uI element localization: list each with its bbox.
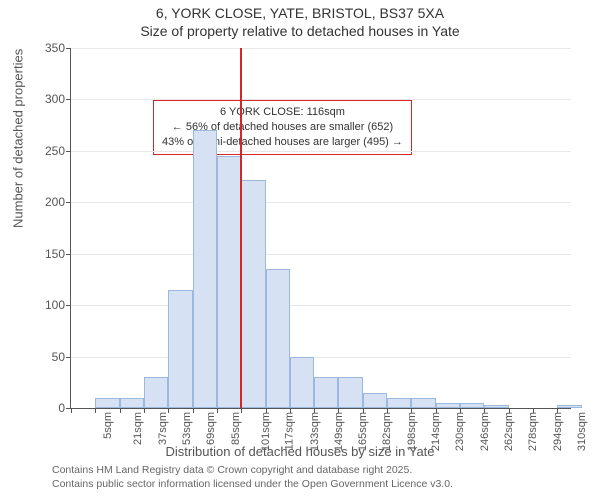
x-tick-mark [266,408,267,413]
x-tick-mark [460,408,461,413]
y-tick-label: 0 [58,401,65,415]
x-tick-mark [557,408,558,413]
y-axis-label: Number of detached properties [11,49,26,228]
x-tick-mark [241,408,242,413]
histogram-bar [266,269,290,408]
title-block: 6, YORK CLOSE, YATE, BRISTOL, BS37 5XA S… [0,4,600,40]
y-tick-mark [66,254,71,255]
x-tick-mark [314,408,315,413]
histogram-bar [436,403,460,408]
y-tick-mark [66,202,71,203]
annotation-line-1: 6 YORK CLOSE: 116sqm [162,105,403,120]
grid-line [71,99,571,100]
title-line-1: 6, YORK CLOSE, YATE, BRISTOL, BS37 5XA [0,4,600,22]
y-tick-label: 250 [45,144,65,158]
x-tick-mark [95,408,96,413]
x-tick-mark [411,408,412,413]
x-tick-label: 21sqm [132,412,144,445]
y-tick-label: 150 [45,247,65,261]
x-tick-mark [533,408,534,413]
histogram-bar [484,405,508,408]
grid-line [71,151,571,152]
x-tick-mark [71,408,72,413]
title-line-2: Size of property relative to detached ho… [0,22,600,40]
histogram-bar [120,398,144,408]
y-tick-label: 300 [45,92,65,106]
y-tick-mark [66,357,71,358]
x-tick-label: 37sqm [157,412,169,445]
histogram-bar [411,398,435,408]
footer-block: Contains HM Land Registry data © Crown c… [52,464,453,491]
x-tick-label: 53sqm [181,412,193,445]
histogram-bar [338,377,362,408]
x-axis-label: Distribution of detached houses by size … [0,444,600,459]
x-tick-mark [290,408,291,413]
x-tick-mark [193,408,194,413]
plot-area: 6 YORK CLOSE: 116sqm ← 56% of detached h… [70,48,571,409]
grid-line [71,48,571,49]
histogram-bar [168,290,192,408]
y-tick-label: 200 [45,195,65,209]
histogram-bar [460,403,484,408]
x-tick-mark [120,408,121,413]
x-tick-label: 85sqm [230,412,242,445]
x-tick-mark [484,408,485,413]
y-tick-label: 100 [45,298,65,312]
grid-line [71,357,571,358]
x-tick-mark [217,408,218,413]
y-tick-mark [66,305,71,306]
grid-line [71,202,571,203]
histogram-bar [557,405,581,408]
footer-line-1: Contains HM Land Registry data © Crown c… [52,464,453,478]
y-tick-mark [66,99,71,100]
y-tick-label: 50 [52,350,65,364]
indicator-line [240,48,242,408]
y-tick-mark [66,151,71,152]
grid-line [71,305,571,306]
histogram-bar [95,398,119,408]
y-tick-mark [66,48,71,49]
x-tick-mark [363,408,364,413]
histogram-bar [363,393,387,408]
histogram-bar [314,377,338,408]
histogram-bar [387,398,411,408]
histogram-bar [193,130,217,408]
x-tick-mark [387,408,388,413]
x-tick-mark [144,408,145,413]
x-tick-mark [168,408,169,413]
histogram-bar [290,357,314,408]
histogram-bar [144,377,168,408]
grid-line [71,254,571,255]
x-tick-mark [436,408,437,413]
x-tick-label: 5sqm [102,412,114,439]
histogram-bar [217,156,241,408]
histogram-bar [241,180,265,408]
chart-container: 6, YORK CLOSE, YATE, BRISTOL, BS37 5XA S… [0,0,600,500]
footer-line-2: Contains public sector information licen… [52,478,453,492]
x-tick-label: 69sqm [205,412,217,445]
y-tick-label: 350 [45,41,65,55]
x-tick-mark [338,408,339,413]
x-tick-mark [509,408,510,413]
